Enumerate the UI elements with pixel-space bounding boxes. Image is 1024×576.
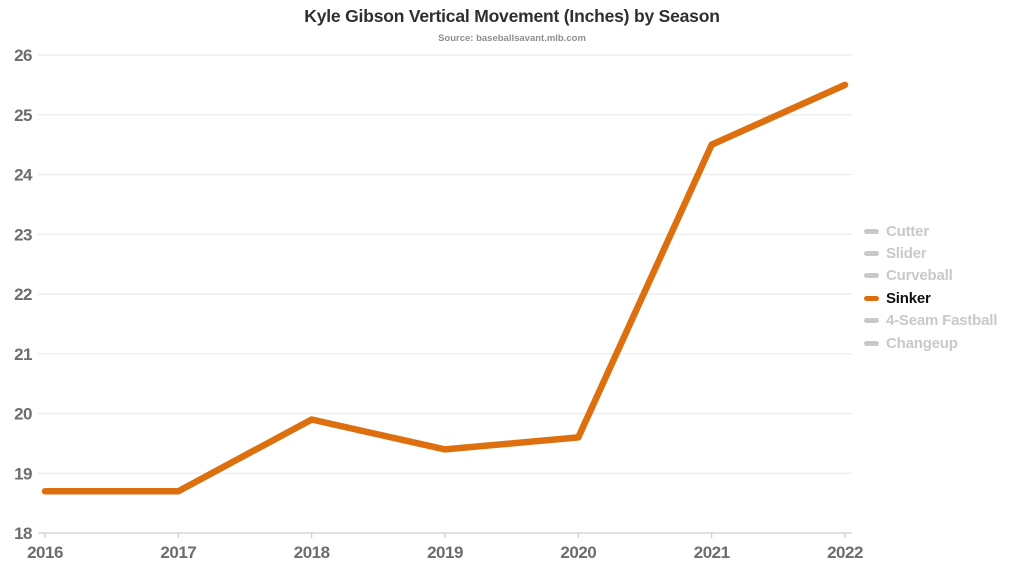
legend-label: Slider (886, 245, 927, 263)
legend-label: Changeup (886, 334, 958, 352)
legend-item-sinker[interactable]: Sinker (864, 287, 1022, 309)
chart-title: Kyle Gibson Vertical Movement (Inches) b… (304, 6, 720, 26)
chart-subtitle: Source: baseballsavant.mlb.com (438, 33, 586, 44)
sinker-series-line (41, 81, 849, 495)
y-tick-label: 19 (14, 464, 32, 483)
legend-item-slider[interactable]: Slider (864, 242, 1022, 264)
legend-swatch-icon (864, 251, 879, 257)
y-tick-label: 26 (14, 46, 32, 65)
legend-swatch-icon (864, 273, 879, 279)
x-tick-label: 2016 (27, 543, 63, 562)
legend-label: 4-Seam Fastball (886, 312, 998, 330)
legend-item-curveball[interactable]: Curveball (864, 265, 1022, 287)
legend-swatch-icon (864, 318, 879, 324)
legend-label: Sinker (886, 289, 931, 307)
y-tick-label: 18 (14, 524, 32, 543)
y-tick-label: 21 (14, 345, 32, 364)
legend-item-changeup[interactable]: Changeup (864, 332, 1022, 354)
y-tick-label: 22 (14, 285, 32, 304)
legend-label: Cutter (886, 222, 929, 240)
x-tick-label: 2021 (694, 543, 730, 562)
x-tick-label: 2020 (560, 543, 596, 562)
legend-swatch-icon (864, 228, 879, 234)
y-tick-label: 23 (14, 225, 32, 244)
legend-label: Curveball (886, 267, 953, 285)
y-tick-label: 20 (14, 405, 32, 424)
legend-item-cutter[interactable]: Cutter (864, 220, 1022, 242)
x-tick-label: 2022 (827, 543, 863, 562)
chart-legend: Cutter Slider Curveball Sinker 4-Seam Fastba… (864, 220, 1022, 354)
x-tick-label: 2018 (294, 543, 330, 562)
x-tick-label: 2019 (427, 543, 463, 562)
x-tick-label: 2017 (160, 543, 196, 562)
y-tick-label: 24 (14, 166, 33, 185)
legend-item-4-seam-fastball[interactable]: 4-Seam Fastball (864, 310, 1022, 332)
y-tick-label: 25 (14, 106, 32, 125)
legend-swatch-icon (864, 295, 879, 301)
legend-swatch-icon (864, 340, 879, 346)
